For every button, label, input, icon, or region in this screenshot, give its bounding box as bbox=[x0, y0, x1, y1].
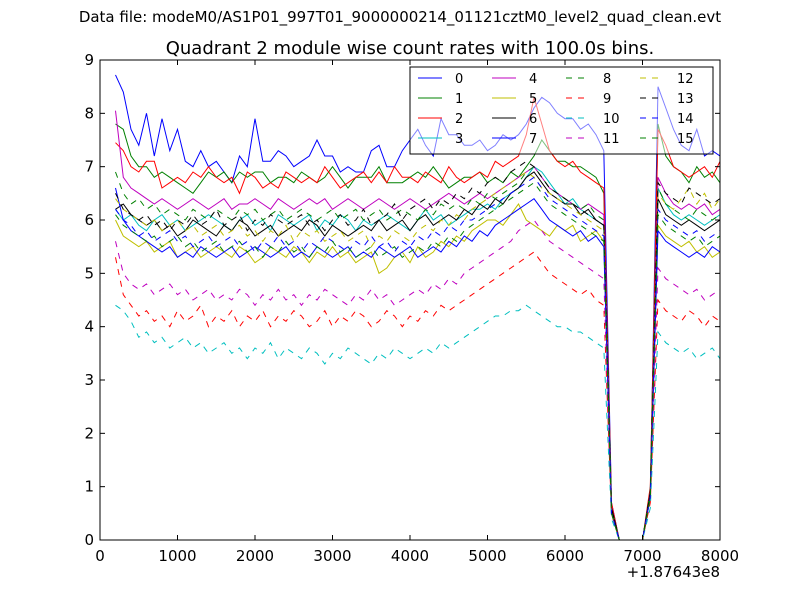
x-tick-label-6000: 6000 bbox=[546, 547, 584, 565]
y-tick-label-7: 7 bbox=[84, 158, 94, 176]
x-tick-label-0: 0 bbox=[95, 547, 105, 565]
legend-label-10: 10 bbox=[603, 112, 620, 127]
figure-suptitle: Data file: modeM0/AS1P01_997T01_90000002… bbox=[78, 8, 722, 26]
legend-label-11: 11 bbox=[603, 132, 620, 147]
y-tick-label-8: 8 bbox=[84, 104, 94, 122]
legend-label-13: 13 bbox=[677, 92, 694, 107]
series-line-10 bbox=[115, 304, 720, 540]
series-line-6 bbox=[115, 171, 720, 540]
ticks-layer: 0 1000 2000 3000 4000 5000 6000 7000 80000123456… bbox=[84, 51, 739, 565]
legend-label-1: 1 bbox=[455, 92, 463, 107]
legend-label-3: 3 bbox=[455, 132, 463, 147]
x-tick-label-8000: 8000 bbox=[701, 547, 739, 565]
legend-label-15: 15 bbox=[677, 132, 694, 147]
x-tick-label-1000: 1000 bbox=[158, 547, 196, 565]
series-line-1 bbox=[115, 123, 720, 540]
series-line-2 bbox=[115, 97, 720, 540]
series-line-5 bbox=[115, 203, 720, 540]
legend-label-2: 2 bbox=[455, 112, 463, 127]
x-tick-label-4000: 4000 bbox=[391, 547, 429, 565]
x-tick-label-5000: 5000 bbox=[468, 547, 506, 565]
y-tick-label-6: 6 bbox=[84, 211, 94, 229]
legend-label-9: 9 bbox=[603, 92, 611, 107]
legend-box bbox=[409, 66, 714, 155]
legend-label-8: 8 bbox=[603, 72, 611, 87]
legend-label-7: 7 bbox=[529, 132, 537, 147]
series-line-3 bbox=[115, 166, 720, 540]
y-tick-label-1: 1 bbox=[84, 478, 94, 496]
series-line-14 bbox=[115, 176, 720, 540]
legend-label-6: 6 bbox=[529, 112, 537, 127]
series-line-8 bbox=[115, 166, 720, 540]
y-tick-label-0: 0 bbox=[84, 531, 94, 549]
legend-label-14: 14 bbox=[677, 112, 694, 127]
x-tick-label-3000: 3000 bbox=[313, 547, 351, 565]
x-axis-offset-label: +1.87643e8 bbox=[627, 563, 720, 581]
legend-label-5: 5 bbox=[529, 92, 537, 107]
x-tick-label-2000: 2000 bbox=[236, 547, 274, 565]
legend-label-0: 0 bbox=[455, 72, 463, 87]
series-line-12 bbox=[115, 171, 720, 540]
legend-label-4: 4 bbox=[529, 72, 537, 87]
y-tick-label-4: 4 bbox=[84, 318, 94, 336]
y-tick-label-9: 9 bbox=[84, 51, 94, 69]
y-tick-label-3: 3 bbox=[84, 371, 94, 389]
y-tick-label-2: 2 bbox=[84, 424, 94, 442]
series-line-13 bbox=[115, 160, 720, 540]
legend-label-12: 12 bbox=[677, 72, 694, 87]
series-layer bbox=[115, 74, 720, 540]
x-tick-label-7000: 7000 bbox=[623, 547, 661, 565]
chart-title: Quadrant 2 module wise count rates with … bbox=[166, 38, 655, 59]
series-line-11 bbox=[115, 219, 720, 540]
series-line-15 bbox=[115, 182, 720, 540]
series-line-9 bbox=[115, 251, 720, 540]
y-tick-label-5: 5 bbox=[84, 264, 94, 282]
series-line-4 bbox=[115, 110, 720, 540]
